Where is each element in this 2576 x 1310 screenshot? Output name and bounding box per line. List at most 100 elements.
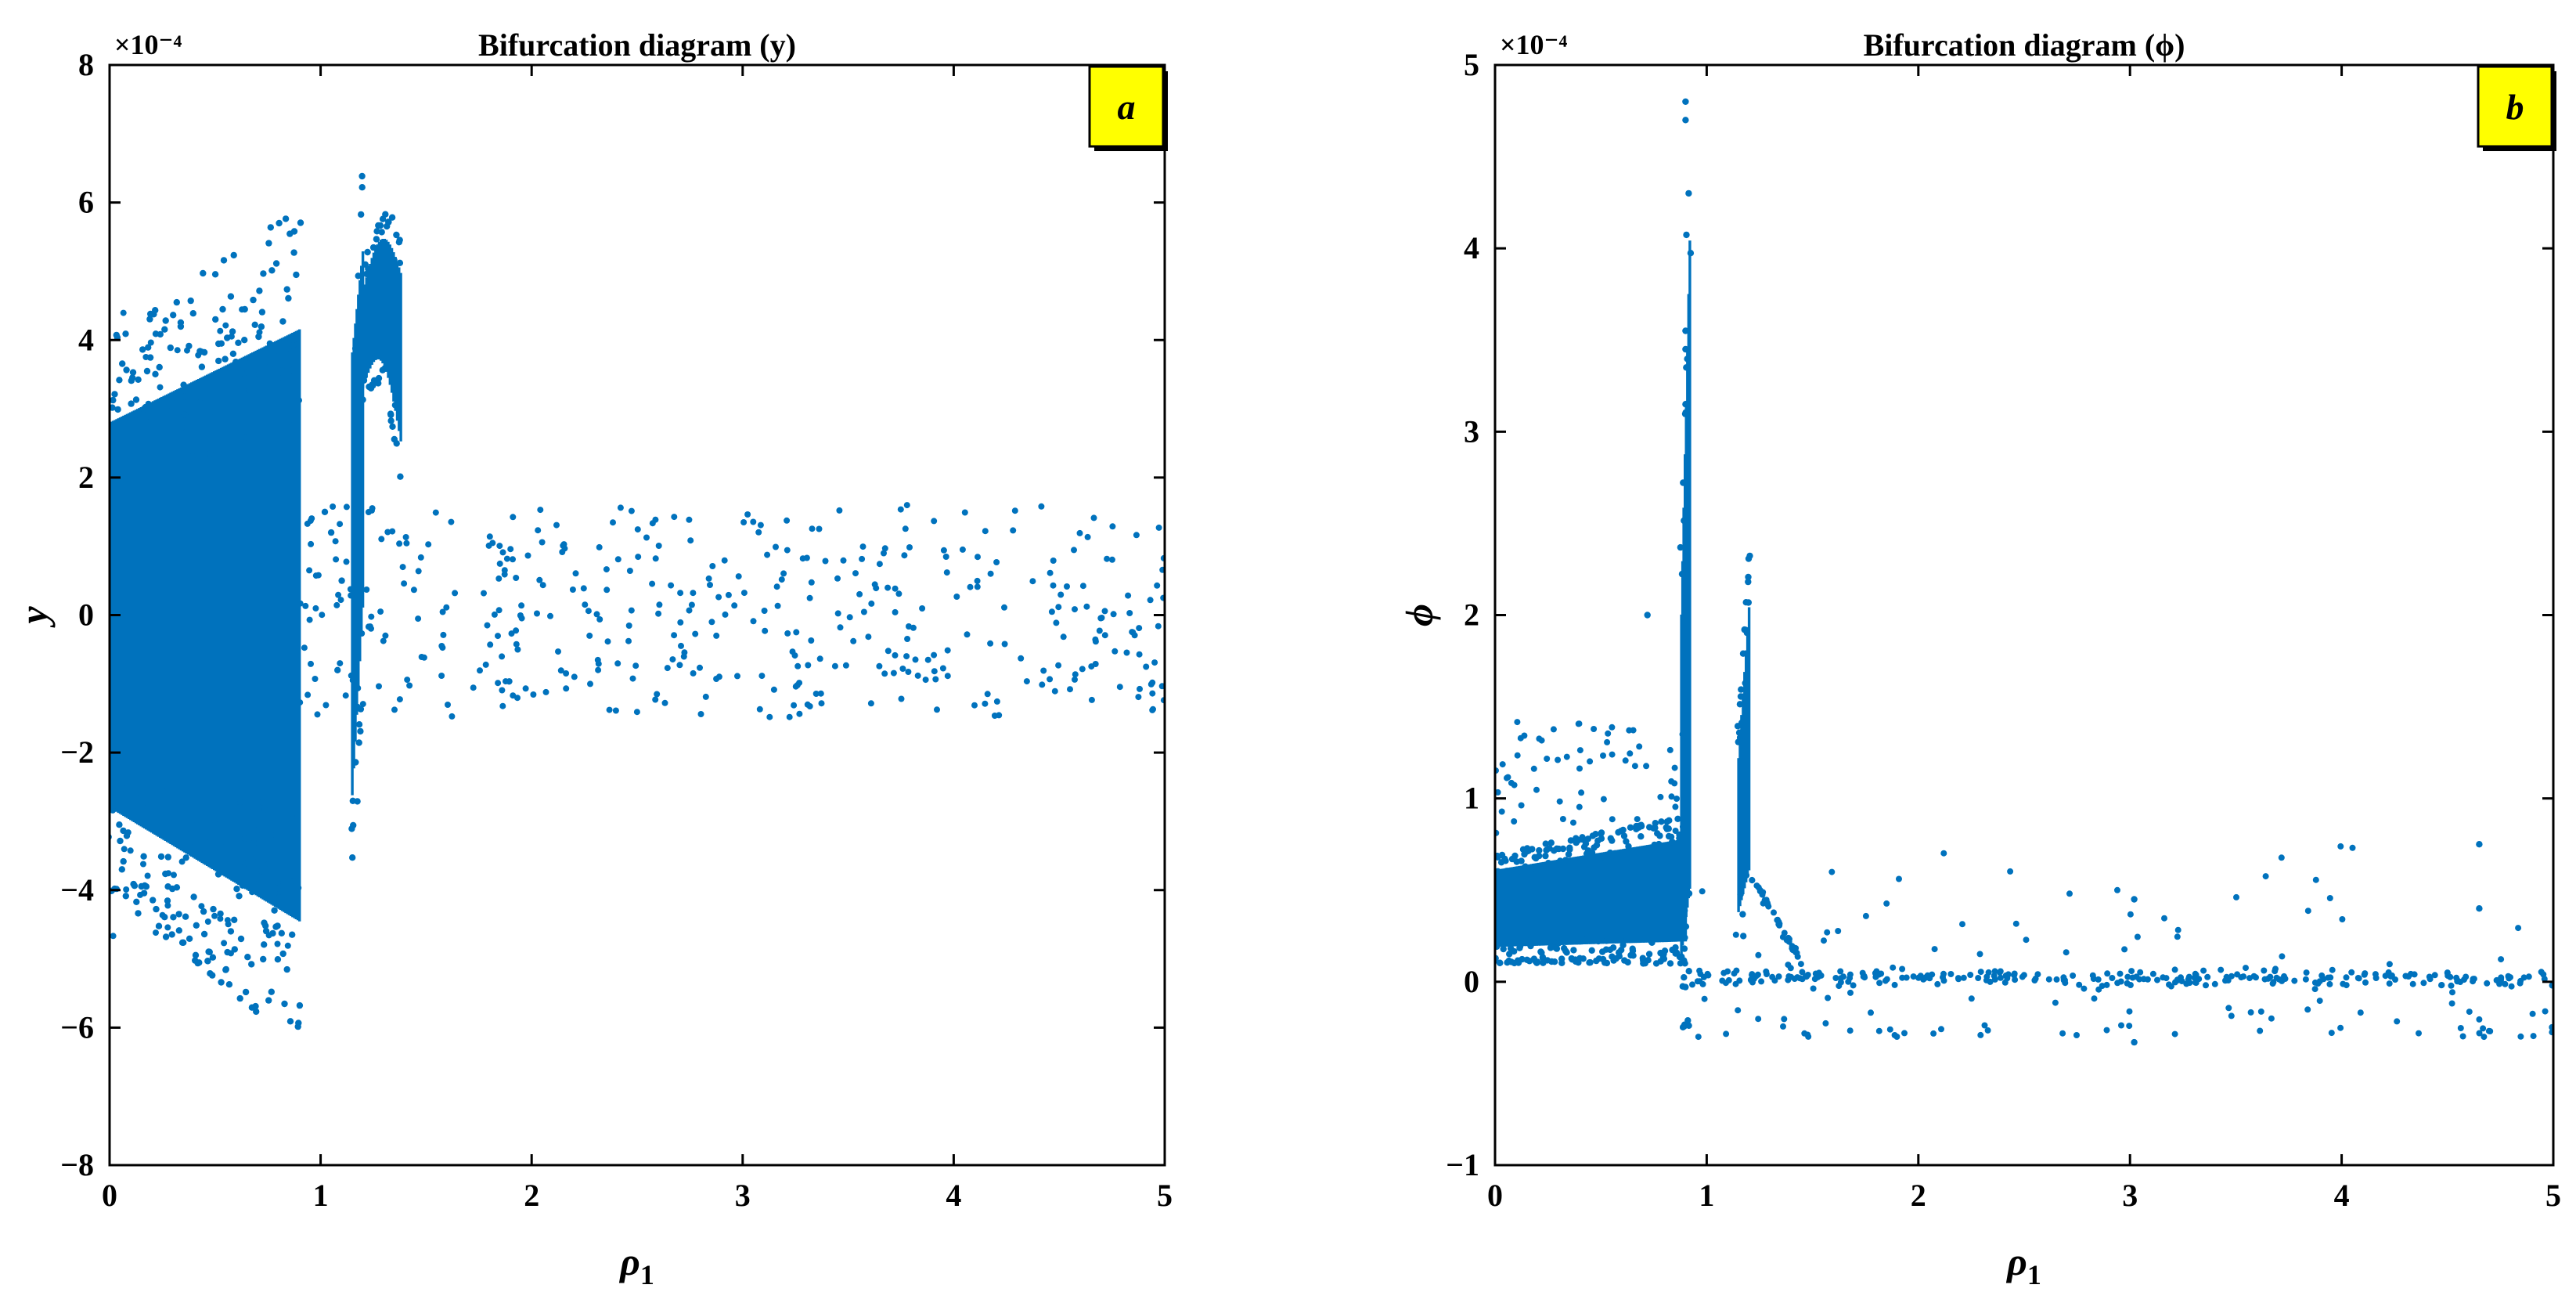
data-point xyxy=(626,568,633,574)
data-point xyxy=(1652,820,1659,827)
data-point xyxy=(229,350,237,357)
data-point xyxy=(1745,578,1752,586)
data-point xyxy=(118,866,125,873)
data-point xyxy=(1678,953,1685,961)
data-point xyxy=(145,344,152,351)
data-point xyxy=(1876,980,1883,987)
data-point xyxy=(671,514,678,521)
data-point xyxy=(595,660,602,667)
data-point xyxy=(312,572,319,579)
data-point xyxy=(2059,1030,2066,1037)
data-band xyxy=(1566,857,1569,945)
data-point xyxy=(2134,933,2141,940)
data-point xyxy=(189,453,196,460)
x-tick-label: 5 xyxy=(1157,1178,1173,1213)
data-point xyxy=(189,310,196,317)
data-point xyxy=(518,602,525,609)
data-point xyxy=(2426,973,2433,980)
data-point xyxy=(198,363,206,370)
data-band xyxy=(1609,850,1612,944)
data-point xyxy=(1079,666,1086,673)
data-point xyxy=(253,1008,260,1016)
data-point xyxy=(175,911,182,918)
data-point xyxy=(750,518,757,525)
data-point xyxy=(633,709,640,716)
data-point xyxy=(173,298,180,306)
data-band xyxy=(1518,865,1521,947)
data-point xyxy=(218,340,225,347)
data-point xyxy=(1136,651,1143,658)
data-point xyxy=(2372,975,2380,981)
data-point xyxy=(1738,686,1745,693)
data-band xyxy=(1512,867,1516,947)
data-point xyxy=(1685,968,1692,975)
data-point xyxy=(1683,231,1690,239)
data-point xyxy=(385,218,392,226)
data-point xyxy=(834,575,841,582)
data-point xyxy=(1607,835,1614,842)
data-band xyxy=(1613,850,1616,944)
data-point xyxy=(1749,979,1756,986)
data-point xyxy=(116,377,123,384)
data-point xyxy=(2343,974,2350,981)
data-point xyxy=(165,870,172,877)
data-point xyxy=(816,655,823,662)
data-band xyxy=(1670,841,1673,942)
data-band xyxy=(249,353,253,893)
data-point xyxy=(153,929,159,936)
data-point xyxy=(2476,905,2483,912)
data-point xyxy=(2191,974,2198,981)
data-point xyxy=(1609,724,1616,731)
data-point xyxy=(906,544,913,550)
data-point xyxy=(1135,694,1142,701)
data-band xyxy=(361,291,365,388)
data-point xyxy=(2448,1000,2455,1007)
data-band xyxy=(296,330,300,921)
data-point xyxy=(114,406,121,413)
data-point xyxy=(1511,947,1518,955)
data-point xyxy=(259,799,266,806)
data-band xyxy=(202,376,205,864)
data-point xyxy=(1733,967,1740,974)
data-point xyxy=(334,666,341,673)
data-point xyxy=(761,608,768,614)
data-point xyxy=(635,554,642,561)
data-point xyxy=(290,228,298,235)
data-point xyxy=(1634,816,1641,823)
data-point xyxy=(343,558,350,565)
data-point xyxy=(1677,543,1684,551)
data-point xyxy=(757,521,764,529)
data-point xyxy=(230,251,237,259)
data-point xyxy=(1519,955,1526,963)
data-point xyxy=(902,525,909,532)
data-point xyxy=(373,236,380,243)
y-tick-label: −1 xyxy=(1446,1147,1479,1182)
data-point xyxy=(225,981,233,988)
data-point xyxy=(1736,977,1743,984)
data-point xyxy=(2066,890,2073,897)
data-point xyxy=(417,554,424,561)
data-point xyxy=(2250,973,2257,980)
data-point xyxy=(614,660,621,667)
data-point xyxy=(237,935,245,943)
data-point xyxy=(2095,976,2102,983)
data-point xyxy=(1110,611,1117,618)
data-point xyxy=(852,570,859,577)
data-point xyxy=(355,721,363,728)
data-band xyxy=(1544,861,1547,946)
data-point xyxy=(274,879,281,886)
data-band xyxy=(1542,861,1545,946)
data-point xyxy=(2103,1027,2110,1034)
data-point xyxy=(295,884,302,891)
data-point xyxy=(1672,803,1679,810)
data-point xyxy=(563,670,570,677)
data-point xyxy=(159,911,166,918)
data-point xyxy=(1018,655,1025,662)
data-point xyxy=(940,547,947,554)
data-point xyxy=(677,590,684,597)
data-point xyxy=(377,608,384,615)
data-point xyxy=(1553,945,1561,952)
data-point xyxy=(129,374,136,381)
data-point xyxy=(217,915,224,922)
data-point xyxy=(587,680,593,687)
